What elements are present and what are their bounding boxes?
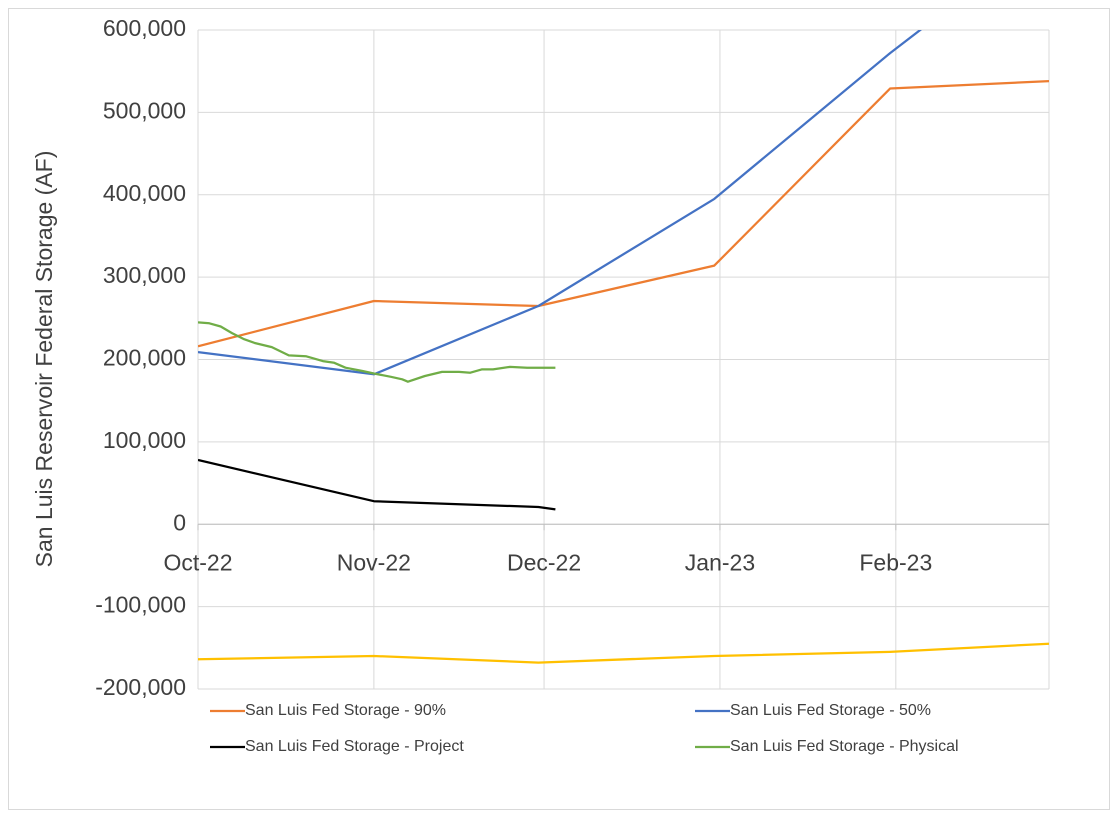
y-tick-label: 600,000 xyxy=(103,15,186,41)
legend-label: San Luis Fed Storage - Project xyxy=(245,738,464,755)
x-tick-label: Nov-22 xyxy=(337,549,411,575)
x-tick-label: Jan-23 xyxy=(685,549,755,575)
y-tick-label: 0 xyxy=(173,509,186,535)
y-tick-label: -100,000 xyxy=(95,592,186,618)
y-tick-label: -200,000 xyxy=(95,674,186,700)
series-line xyxy=(198,642,1049,664)
series-line xyxy=(198,458,556,511)
plot-area xyxy=(198,30,1049,664)
y-tick-label: 300,000 xyxy=(103,262,186,288)
y-tick-label: 400,000 xyxy=(103,180,186,206)
series-line xyxy=(198,321,556,383)
chart-border xyxy=(8,8,1110,810)
y-axis-label: San Luis Reservoir Federal Storage (AF) xyxy=(31,151,57,568)
legend-label: San Luis Fed Storage - Physical xyxy=(730,738,959,755)
series-line xyxy=(198,79,1049,348)
x-tick-label: Oct-22 xyxy=(163,549,232,575)
legend-label: San Luis Fed Storage - 90% xyxy=(245,702,446,719)
y-tick-label: 500,000 xyxy=(103,97,186,123)
y-tick-label: 200,000 xyxy=(103,345,186,371)
y-tick-label: 100,000 xyxy=(103,427,186,453)
x-tick-label: Feb-23 xyxy=(859,549,932,575)
series-line xyxy=(198,30,923,376)
legend-label: San Luis Fed Storage - 50% xyxy=(730,702,931,719)
x-tick-label: Dec-22 xyxy=(507,549,581,575)
